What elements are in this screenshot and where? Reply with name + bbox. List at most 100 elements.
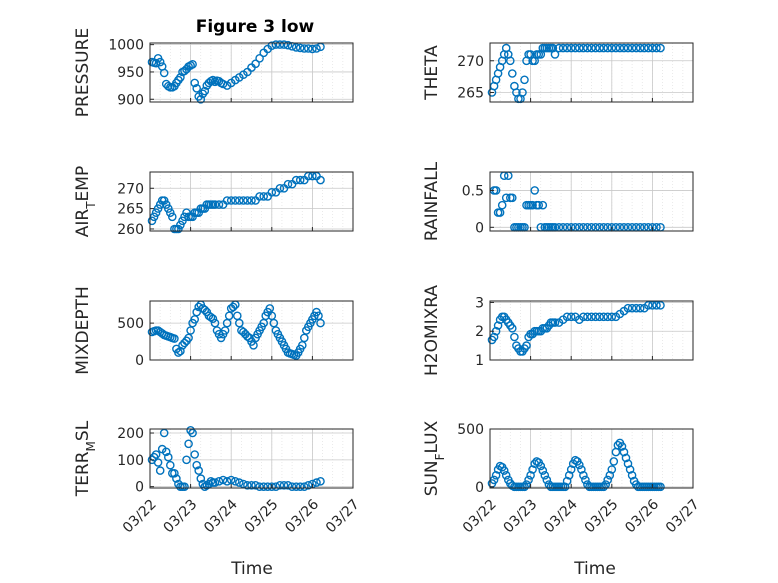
data-point: [524, 475, 533, 485]
data-point: [591, 312, 600, 322]
data-point: [287, 482, 297, 492]
data-point: [495, 208, 505, 217]
axes-box: [149, 171, 354, 232]
data-point: [613, 440, 623, 450]
data-point: [526, 470, 535, 480]
y-tick-label: 900: [117, 92, 144, 108]
data-point: [603, 475, 613, 485]
data-point: [188, 60, 197, 69]
data-point: [184, 439, 193, 449]
y-axis-label-rainfall: RAINFALL: [422, 161, 442, 241]
data-point: [279, 40, 289, 49]
axes-box: [149, 42, 354, 103]
data-point: [619, 447, 629, 457]
data-point: [259, 482, 269, 492]
y-tick-label: 0.5: [462, 183, 484, 199]
data-point: [255, 54, 264, 63]
data-point: [615, 43, 625, 53]
data-point: [528, 200, 537, 210]
data-point: [275, 40, 285, 49]
data-point: [635, 43, 645, 53]
data-point: [208, 314, 218, 324]
data-point: [599, 312, 609, 322]
data-point: [251, 480, 260, 490]
data-point: [269, 318, 279, 328]
plot-area: [150, 301, 353, 360]
data-point: [607, 312, 617, 322]
data-point: [518, 88, 527, 97]
data-point: [176, 346, 185, 356]
data-point: [267, 482, 277, 492]
data-point: [609, 457, 619, 466]
data-point: [190, 78, 199, 88]
data-point: [621, 453, 631, 463]
data-point: [656, 300, 665, 310]
data-point: [644, 300, 653, 310]
y-axis-label-terr_msl: TERRMSL: [73, 420, 98, 497]
data-point: [312, 44, 321, 53]
data-point: [226, 475, 236, 485]
data-point: [656, 43, 665, 53]
data-point: [275, 183, 285, 193]
data-point: [228, 302, 238, 312]
data-point: [192, 307, 201, 317]
y-tick-label: 265: [117, 202, 144, 218]
data-point: [575, 43, 584, 53]
data-point: [222, 476, 232, 486]
data-point: [540, 470, 550, 480]
axes-box: [489, 42, 694, 103]
data-point: [196, 95, 206, 104]
data-point: [627, 470, 637, 480]
data-point: [279, 480, 289, 490]
axes-box: [489, 428, 694, 489]
data-point: [170, 334, 179, 343]
data-point: [167, 212, 177, 222]
data-point: [251, 59, 260, 69]
data-point: [501, 193, 511, 203]
y-axis-label-h2omixra: H2OMIXRA: [422, 285, 442, 376]
data-point: [581, 475, 590, 485]
y-tick-label: 1: [475, 353, 484, 369]
data-point: [214, 200, 224, 209]
plot-area: [490, 429, 693, 488]
data-point: [530, 186, 540, 195]
data-point: [200, 86, 210, 96]
data-point: [627, 43, 637, 53]
y-axis-label-air_temp: AIRTEMP: [73, 166, 98, 237]
data-point: [182, 455, 191, 465]
data-point: [623, 459, 633, 469]
data-point: [623, 43, 633, 53]
data-point: [497, 200, 507, 210]
data-point: [255, 482, 264, 492]
data-point: [308, 44, 317, 54]
data-point: [295, 175, 305, 185]
data-point: [554, 43, 564, 53]
data-point: [587, 312, 596, 322]
data-point: [234, 478, 244, 487]
data-point: [230, 476, 240, 486]
data-point: [560, 482, 570, 492]
x-axis-label-left: Time: [230, 559, 273, 579]
data-point: [648, 300, 657, 310]
y-tick-label: 0: [135, 480, 144, 496]
data-point: [562, 43, 572, 53]
data-point: [163, 452, 173, 462]
y-tick-label: 0: [475, 480, 484, 496]
data-point: [627, 303, 637, 313]
data-point: [200, 305, 210, 315]
data-point: [206, 312, 216, 322]
data-point: [550, 318, 560, 327]
data-point: [571, 43, 580, 53]
data-point: [170, 468, 179, 478]
data-point: [295, 482, 305, 492]
data-point: [291, 43, 301, 52]
data-point: [176, 73, 185, 82]
data-point: [210, 478, 220, 487]
data-point: [538, 200, 548, 210]
data-point: [566, 43, 576, 53]
y-axis-label-theta: THETA: [422, 45, 442, 101]
data-point: [243, 480, 252, 490]
data-point: [501, 470, 511, 480]
data-point: [619, 43, 629, 53]
